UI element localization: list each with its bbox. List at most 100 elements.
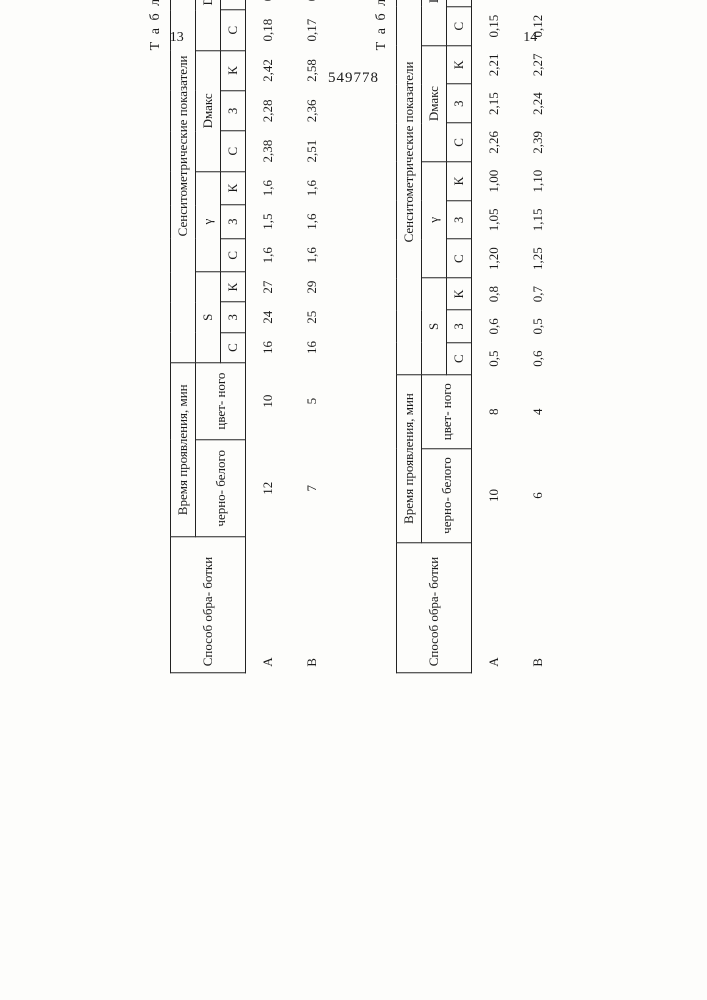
table-cell: 10 xyxy=(245,363,290,440)
table-7-caption: Т а б л и ц а 7 xyxy=(374,0,390,673)
table-cell: 0,17 xyxy=(290,10,334,50)
table-cell: 16 xyxy=(290,332,334,362)
table-cell: В xyxy=(516,542,560,672)
col-method: Способ обра- ботки xyxy=(396,542,471,672)
table-cell: 0,7 xyxy=(516,278,560,310)
group-dmin: Dмин xyxy=(421,0,446,45)
dmax-c: С xyxy=(446,123,471,162)
table-cell: 1,20 xyxy=(471,239,516,278)
dmax-k: К xyxy=(446,45,471,84)
table-cell: 0,08 xyxy=(516,0,560,7)
dmax-z: З xyxy=(220,91,245,131)
col-method: Способ обра- ботки xyxy=(170,537,245,673)
col-time: Время проявления, мин xyxy=(396,375,421,543)
table-cell: 0,12 xyxy=(516,7,560,46)
s-c: С xyxy=(446,342,471,374)
table-cell: 1,6 xyxy=(245,238,290,272)
table-cell: 2,51 xyxy=(290,131,334,171)
dmax-c: С xyxy=(220,131,245,171)
group-dmax: Dмакс xyxy=(421,45,446,161)
table-cell: 0,18 xyxy=(245,10,290,50)
g-c: С xyxy=(220,238,245,272)
table-cell: 27 xyxy=(245,272,290,302)
table-cell: 0,12 xyxy=(290,0,334,10)
table-cell: 1,6 xyxy=(245,171,290,205)
group-gamma: γ xyxy=(195,171,220,272)
tables-container: Т а б л и ц а 6 Способ обра- ботки Время… xyxy=(148,0,560,673)
table-cell: 2,42 xyxy=(245,50,290,90)
table-cell: 6 xyxy=(516,449,560,543)
table-cell: 12 xyxy=(245,440,290,537)
s-k: К xyxy=(446,278,471,310)
table-cell: 1,6 xyxy=(290,171,334,205)
table-cell: 4 xyxy=(516,375,560,449)
table-cell: 0,17 xyxy=(245,0,290,10)
g-k: К xyxy=(220,171,245,205)
table-7: Способ обра- ботки Время проявления, мин… xyxy=(396,0,560,673)
table-cell: 1,15 xyxy=(516,200,560,239)
g-z: З xyxy=(220,205,245,239)
table-cell: 0,5 xyxy=(471,342,516,374)
table-cell: 1,25 xyxy=(516,239,560,278)
s-c: С xyxy=(220,332,245,362)
dmax-k: К xyxy=(220,50,245,90)
group-s: S xyxy=(421,278,446,375)
table-cell: 1,5 xyxy=(245,205,290,239)
table-row: А12101624271,61,51,62,382,282,420,180,17… xyxy=(245,0,290,673)
dmin-c: С xyxy=(446,7,471,46)
table-cell: 5 xyxy=(290,363,334,440)
table-cell: В xyxy=(290,537,334,673)
dmin-z: З xyxy=(446,0,471,7)
table-cell: 2,58 xyxy=(290,50,334,90)
g-c: С xyxy=(446,239,471,278)
table-cell: 2,39 xyxy=(516,123,560,162)
group-dmax: Dмакс xyxy=(195,50,220,171)
col-time: Время проявления, мин xyxy=(170,363,195,537)
table-cell: 24 xyxy=(245,302,290,332)
table-cell: 1,00 xyxy=(471,162,516,201)
table-cell: 0,6 xyxy=(471,310,516,342)
col-sensito: Сенситометрические показатели xyxy=(170,0,195,363)
table-row: В751625291,61,61,62,512,362,580,170,120,… xyxy=(290,0,334,673)
table-cell: 2,36 xyxy=(290,91,334,131)
group-s: S xyxy=(195,272,220,363)
s-k: К xyxy=(220,272,245,302)
group-gamma: γ xyxy=(421,162,446,278)
table-cell: 0,6 xyxy=(516,342,560,374)
table-cell: 8 xyxy=(471,375,516,449)
table-cell: 2,38 xyxy=(245,131,290,171)
table-cell: 2,27 xyxy=(516,45,560,84)
table-cell: 1,6 xyxy=(290,238,334,272)
dmin-c: С xyxy=(220,10,245,50)
dmax-z: З xyxy=(446,84,471,123)
table-cell: 2,15 xyxy=(471,84,516,123)
col-time-color: цвет- ного xyxy=(195,363,245,440)
table-row: В640,60,50,71,251,151,102,392,242,270,12… xyxy=(516,0,560,673)
table-6-block: Т а б л и ц а 6 Способ обра- ботки Время… xyxy=(148,0,334,673)
table-cell: 16 xyxy=(245,332,290,362)
table-cell: 10 xyxy=(471,449,516,543)
table-cell: 2,28 xyxy=(245,91,290,131)
table-7-block: Т а б л и ц а 7 Способ обра- ботки Время… xyxy=(374,0,560,673)
table-cell: 2,21 xyxy=(471,45,516,84)
table-row: А1080,50,60,81,201,051,002,262,152,210,1… xyxy=(471,0,516,673)
table-cell: 1,05 xyxy=(471,200,516,239)
table-cell: 0,14 xyxy=(471,0,516,7)
s-z: З xyxy=(220,302,245,332)
table-6-caption: Т а б л и ц а 6 xyxy=(148,0,164,673)
table-cell: 1,6 xyxy=(290,205,334,239)
col-time-bw: черно- белого xyxy=(421,449,471,543)
g-z: З xyxy=(446,200,471,239)
group-dmin: Dмин xyxy=(195,0,220,50)
table-cell: 0,15 xyxy=(471,7,516,46)
col-sensito: Сенситометрические показатели xyxy=(396,0,421,375)
table-cell: 29 xyxy=(290,272,334,302)
table-cell: 7 xyxy=(290,440,334,537)
table-cell: 2,24 xyxy=(516,84,560,123)
table-cell: А xyxy=(245,537,290,673)
table-cell: 0,5 xyxy=(516,310,560,342)
col-time-bw: черно- белого xyxy=(195,440,245,537)
table-cell: А xyxy=(471,542,516,672)
table-cell: 25 xyxy=(290,302,334,332)
table-cell: 2,26 xyxy=(471,123,516,162)
